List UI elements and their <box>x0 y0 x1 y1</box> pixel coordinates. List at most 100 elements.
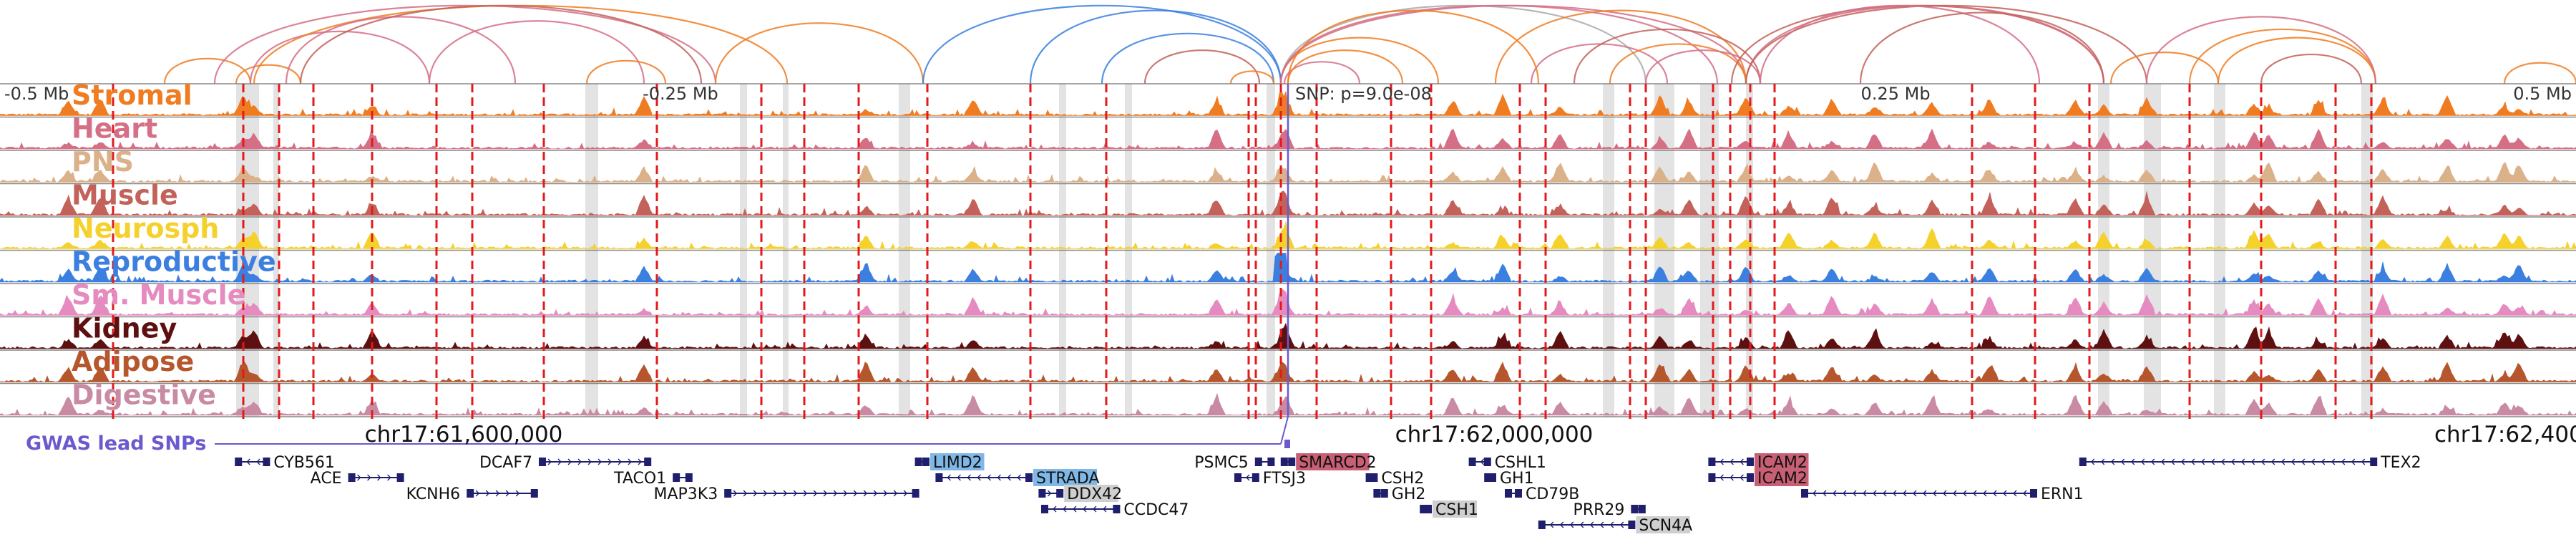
strand-arrow <box>1833 490 1837 497</box>
gene-kcnh6: KCNH6 <box>406 485 538 503</box>
loop-arc <box>1279 4 1719 84</box>
gene-limd2: LIMD2 <box>914 453 985 472</box>
gene-exon <box>1056 489 1064 498</box>
strand-arrow <box>763 490 768 497</box>
loop-arc <box>1644 49 1762 84</box>
loop-arc <box>1745 4 2148 84</box>
strand-arrow <box>753 490 758 497</box>
track-label: Sm. Muscle <box>72 279 245 311</box>
gene-exon <box>2079 458 2087 466</box>
gene-label: ERN1 <box>2041 485 2084 503</box>
gene-label: FTSJ3 <box>1263 470 1306 488</box>
strand-arrow <box>2260 458 2265 465</box>
strand-arrow <box>1843 490 1847 497</box>
strand-arrow <box>1063 505 1067 513</box>
strand-arrow <box>1813 490 1817 497</box>
strand-arrow <box>893 490 898 497</box>
track-label: PNS <box>72 146 134 178</box>
gwas-snp-marker <box>1284 440 1290 448</box>
strand-arrow <box>1093 505 1097 513</box>
loop-arc <box>1759 4 2041 84</box>
loop-arc <box>253 4 789 84</box>
gene-exon <box>348 473 356 482</box>
strand-arrow <box>1569 521 1574 528</box>
strand-arrow <box>1823 490 1827 497</box>
strand-arrow <box>2200 458 2205 465</box>
loop-arc <box>1745 4 2105 84</box>
loop-arc <box>714 22 924 84</box>
axis-label: -0.25 Mb <box>643 84 718 104</box>
gene-exon <box>1638 505 1646 513</box>
track-label: Muscle <box>72 180 178 211</box>
loop-arc <box>2109 52 2220 84</box>
strand-arrow <box>557 458 562 465</box>
gene-exon <box>1708 458 1716 466</box>
strand-arrow <box>783 490 788 497</box>
gene-exon <box>1420 505 1428 513</box>
gene-label: LIMD2 <box>933 454 982 472</box>
gene-label: ICAM2 <box>1757 454 1807 472</box>
gene-exon <box>1365 473 1373 482</box>
strand-arrow <box>1246 474 1250 481</box>
strand-arrow <box>967 474 971 481</box>
strand-arrow <box>1549 521 1554 528</box>
loop-arc <box>213 4 717 84</box>
track-label: Kidney <box>72 313 177 344</box>
gene-exon <box>1628 521 1636 529</box>
gene-exon <box>1631 505 1639 513</box>
strand-arrow <box>1943 490 1947 497</box>
strand-arrow <box>2321 458 2326 465</box>
strand-arrow <box>1893 490 1897 497</box>
strand-arrow <box>2130 458 2135 465</box>
gene-cd79b: CD79B <box>1505 485 1579 503</box>
gene-csh2: CSH2 <box>1365 470 1424 488</box>
strand-arrow <box>2351 458 2356 465</box>
axis-label: 0.5 Mb <box>2513 84 2572 104</box>
gene-exon <box>685 473 693 482</box>
strand-arrow <box>2150 458 2155 465</box>
gene-exon <box>530 489 538 498</box>
gene-highlight-box <box>930 453 985 470</box>
loop-arc <box>2217 37 2377 84</box>
gene-label: CD79B <box>1526 485 1579 503</box>
gene-label: MAP3K3 <box>653 485 718 503</box>
gene-exon <box>912 489 919 498</box>
strand-arrow <box>2301 458 2306 465</box>
strand-arrow <box>853 490 858 497</box>
strand-arrow <box>823 490 828 497</box>
strand-arrow <box>2290 458 2296 465</box>
strand-arrow <box>1983 490 1987 497</box>
strand-arrow <box>947 474 951 481</box>
lead-snp-label: SNP: p=9.0e-08 <box>1295 84 1432 104</box>
strand-arrow <box>2013 490 2017 497</box>
gene-exon <box>1234 473 1241 482</box>
strand-arrow <box>1609 521 1614 528</box>
strand-arrow <box>2090 458 2095 465</box>
strand-arrow <box>1933 490 1937 497</box>
strand-arrow <box>1017 474 1021 481</box>
strand-arrow <box>377 474 381 481</box>
gene-exon <box>1370 473 1378 482</box>
track-label: Adipose <box>72 346 194 377</box>
gene-gh2: GH2 <box>1373 485 1425 503</box>
gene-gh1: GH1 <box>1484 470 1534 488</box>
relative-axis: -0.5 Mb -0.25 Mb 0.25 Mb 0.5 Mb SNP: p=9.0e-… <box>4 84 2572 104</box>
strand-arrow <box>2270 458 2275 465</box>
strand-arrow <box>793 490 798 497</box>
strand-arrow <box>2361 458 2366 465</box>
strand-arrow <box>1873 490 1877 497</box>
gwas-and-coordinates: GWAS lead SNPs chr17:61,600,000 chr17:62,0… <box>26 416 2576 455</box>
track-labels: StromalHeartPNSMuscleNeurosphReproductiv… <box>72 79 276 411</box>
chromosome-coordinate: chr17:62,400 <box>2434 422 2576 448</box>
gene-label: CSH1 <box>1435 501 1478 519</box>
strand-arrow <box>1619 521 1624 528</box>
gene-exon <box>1380 489 1388 498</box>
loop-arc <box>235 64 302 84</box>
gene-exon <box>1484 473 1492 482</box>
gene-highlight-box <box>1033 469 1097 486</box>
strand-arrow <box>873 490 878 497</box>
chromosome-coordinate: chr17:62,000,000 <box>1395 422 1594 448</box>
gene-exon <box>2030 489 2037 498</box>
loop-arc <box>428 20 645 84</box>
